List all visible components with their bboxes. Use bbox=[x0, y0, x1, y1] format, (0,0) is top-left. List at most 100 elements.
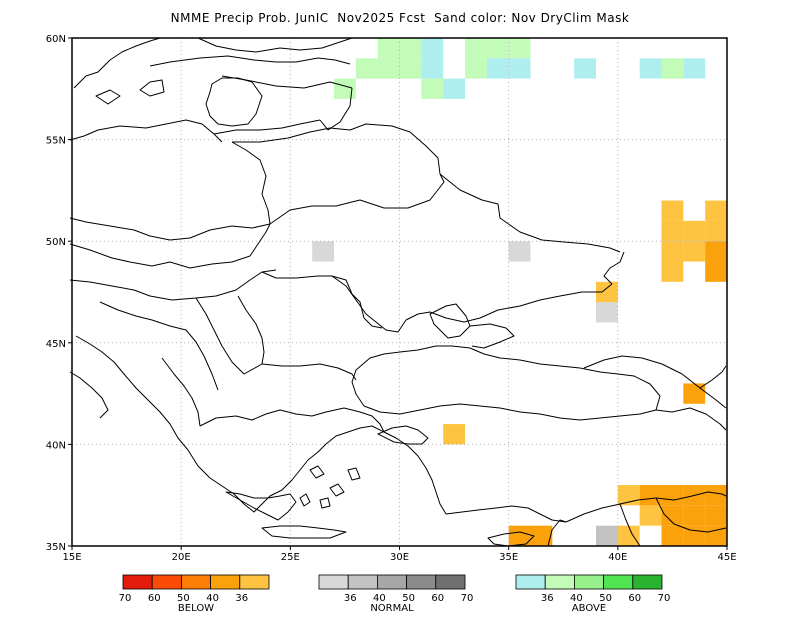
border-caucasus bbox=[583, 355, 727, 409]
legend-swatch-normal bbox=[406, 574, 437, 590]
coastline-baltic-south bbox=[69, 119, 223, 143]
coastline-crimea bbox=[429, 303, 471, 339]
legend-label-normal: NORMAL bbox=[370, 603, 414, 614]
prob-cell-below bbox=[639, 485, 662, 506]
border-ukraine-russia bbox=[439, 173, 621, 253]
prob-cell-below bbox=[661, 505, 684, 526]
border-serbia bbox=[195, 297, 263, 375]
y-tick-label: 60N bbox=[46, 34, 66, 45]
prob-cell-below bbox=[508, 525, 531, 546]
prob-cell-below bbox=[617, 485, 640, 506]
prob-cell-below bbox=[661, 485, 684, 506]
border-caspian bbox=[699, 365, 727, 389]
legend-value: 60 bbox=[148, 593, 161, 604]
y-tick-label: 40N bbox=[46, 440, 66, 451]
coastline-levant bbox=[547, 519, 567, 547]
coastline-baltic-north bbox=[73, 37, 161, 89]
prob-cell-above bbox=[377, 38, 400, 59]
prob-cell-above bbox=[639, 58, 662, 79]
legend-swatch-below bbox=[239, 574, 270, 590]
border-moldova bbox=[331, 275, 407, 333]
border-czech-slovakia bbox=[69, 243, 251, 269]
border-romania-bulgaria bbox=[261, 363, 357, 381]
prob-cell-above bbox=[399, 38, 422, 59]
coastline-gulf-finland bbox=[149, 55, 351, 67]
legend-value: 50 bbox=[599, 593, 612, 604]
prob-cell-normal bbox=[508, 241, 531, 262]
prob-cell-below bbox=[596, 281, 618, 303]
x-tick-label: 25E bbox=[281, 552, 300, 563]
y-tick-label: 45N bbox=[46, 339, 66, 350]
border-turkey-iraq bbox=[655, 497, 727, 533]
coastline-gulf-riga bbox=[205, 77, 263, 127]
legend-value: 40 bbox=[373, 593, 386, 604]
prob-cell-below bbox=[705, 261, 727, 282]
legend-value: 70 bbox=[658, 593, 671, 604]
legend-swatch-below bbox=[151, 574, 182, 590]
prob-cell-below bbox=[443, 424, 465, 445]
y-tick-label: 35N bbox=[46, 542, 66, 553]
legend-value: 36 bbox=[235, 593, 248, 604]
legend-swatch-above bbox=[515, 574, 546, 590]
prob-cell-below bbox=[661, 220, 684, 242]
coastline-turkey-south bbox=[445, 505, 567, 523]
border-montenegro-albania bbox=[161, 357, 201, 427]
border-russia-kazakhstan bbox=[603, 251, 625, 285]
legend-value: 40 bbox=[570, 593, 583, 604]
prob-cell-below bbox=[705, 241, 727, 262]
prob-cell-above bbox=[486, 38, 509, 59]
border-baltic-east bbox=[319, 87, 353, 131]
prob-cell-above bbox=[465, 58, 487, 79]
legend-value: 60 bbox=[628, 593, 641, 604]
x-tick-label: 45E bbox=[717, 552, 736, 563]
legend-label-below: BELOW bbox=[178, 603, 214, 614]
probability-legend: 70 60 50 40 36 BELOW 36 40 50 60 70 NORMAL 36 40 50 60 7… bbox=[119, 574, 671, 614]
legend-value: 50 bbox=[177, 593, 190, 604]
prob-cell-below bbox=[705, 525, 727, 546]
legend-value: 50 bbox=[402, 593, 415, 604]
border-latvia-lithuania bbox=[213, 119, 321, 135]
probability-cells bbox=[312, 38, 727, 546]
prob-cell-above bbox=[508, 58, 531, 79]
border-poland-belarus bbox=[231, 141, 271, 225]
prob-cell-above bbox=[399, 58, 422, 79]
border-belarus-north bbox=[232, 123, 441, 175]
legend-value: 70 bbox=[461, 593, 474, 604]
prob-cell-below bbox=[617, 525, 640, 546]
prob-cell-normal bbox=[596, 302, 618, 323]
prob-cell-above bbox=[574, 58, 596, 79]
prob-cell-above bbox=[355, 58, 378, 79]
border-slovakia-ukraine bbox=[249, 223, 271, 257]
prob-cell-above bbox=[465, 38, 487, 59]
prob-cell-below bbox=[661, 261, 684, 282]
border-ukraine-south bbox=[405, 283, 613, 323]
prob-cell-below bbox=[661, 525, 684, 546]
prob-cell-above bbox=[334, 78, 356, 99]
legend-label-above: ABOVE bbox=[572, 603, 606, 614]
coastline-adriatic bbox=[75, 335, 189, 451]
prob-cell-above bbox=[508, 38, 531, 59]
prob-cell-normal bbox=[312, 241, 334, 262]
coastline-aegean-islands bbox=[299, 465, 361, 509]
prob-cell-below bbox=[705, 220, 727, 242]
legend-swatch-normal bbox=[435, 574, 466, 590]
border-estonia-latvia bbox=[221, 75, 353, 89]
prob-cell-above bbox=[486, 58, 509, 79]
prob-cell-above bbox=[421, 58, 444, 79]
coastline-cyprus bbox=[487, 531, 535, 547]
prob-cell-above bbox=[421, 38, 444, 59]
coastline-peloponnese bbox=[225, 491, 297, 521]
prob-cell-above bbox=[683, 58, 706, 79]
prob-cell-below bbox=[683, 241, 706, 262]
border-belarus-ukraine bbox=[269, 173, 445, 225]
prob-cell-above bbox=[661, 58, 684, 79]
legend-swatch-normal bbox=[376, 574, 407, 590]
coastline-azov bbox=[469, 323, 515, 349]
border-romania-hungary bbox=[237, 295, 265, 365]
prob-cell-below bbox=[661, 241, 684, 262]
border-ukraine-romania bbox=[261, 271, 383, 329]
coastline-marmara bbox=[377, 425, 429, 445]
border-syria-iraq bbox=[619, 503, 641, 547]
legend-value: 70 bbox=[119, 593, 132, 604]
prob-cell-below bbox=[683, 383, 706, 404]
